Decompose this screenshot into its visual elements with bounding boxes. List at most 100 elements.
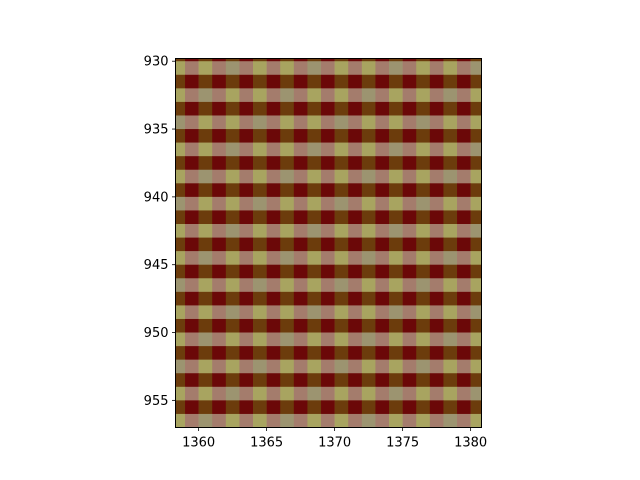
heatmap-cell — [429, 58, 444, 62]
heatmap-cell — [212, 169, 227, 184]
heatmap-cell — [429, 278, 444, 293]
heatmap-cell — [198, 305, 213, 320]
heatmap-cell — [198, 88, 213, 103]
heatmap-cell — [402, 224, 417, 238]
heatmap-cell — [470, 278, 482, 293]
heatmap-cell — [185, 332, 199, 347]
heatmap-cell — [334, 169, 349, 184]
heatmap-cell — [253, 115, 267, 130]
heatmap-cell — [416, 156, 431, 171]
heatmap-cell — [307, 115, 322, 130]
heatmap-cell — [348, 413, 363, 428]
heatmap-cell — [361, 264, 376, 279]
heatmap-cell — [225, 142, 240, 157]
heatmap-cell — [416, 74, 431, 89]
heatmap-cell — [225, 115, 240, 130]
heatmap-cell — [375, 332, 390, 347]
heatmap-cell — [225, 386, 240, 401]
heatmap-cell — [239, 129, 254, 143]
heatmap-cell — [198, 58, 213, 62]
heatmap-cell — [457, 318, 471, 333]
heatmap-cell — [443, 61, 458, 76]
heatmap-cell — [225, 373, 240, 388]
heatmap-cell — [253, 142, 267, 157]
heatmap-cell — [185, 373, 199, 388]
heatmap-cell — [334, 278, 349, 293]
heatmap-cell — [253, 61, 267, 76]
heatmap-cell — [307, 183, 322, 198]
heatmap-cell — [334, 156, 349, 171]
heatmap-cell — [253, 291, 267, 306]
heatmap-cell — [225, 156, 240, 171]
heatmap-cell — [175, 61, 186, 76]
heatmap-cell — [266, 183, 281, 198]
heatmap-cell — [225, 210, 240, 225]
heatmap-cell — [321, 359, 335, 374]
heatmap-cell — [198, 318, 213, 333]
heatmap-cell — [334, 58, 349, 62]
heatmap-cell — [280, 115, 295, 130]
heatmap-cell — [389, 305, 403, 320]
heatmap-cell — [253, 74, 267, 89]
heatmap-cell — [239, 291, 254, 306]
heatmap-cell — [457, 74, 471, 89]
heatmap-cell — [389, 332, 403, 347]
heatmap-cell — [443, 58, 458, 62]
y-tick-label: 945 — [144, 258, 169, 273]
heatmap-cell — [239, 61, 254, 76]
heatmap-cell — [321, 291, 335, 306]
heatmap-cell — [175, 237, 186, 252]
heatmap-cell — [361, 142, 376, 157]
heatmap-cell — [375, 400, 390, 415]
heatmap-cell — [280, 156, 295, 171]
heatmap-cell — [253, 359, 267, 374]
heatmap-cell — [470, 386, 482, 401]
heatmap-cell — [443, 196, 458, 211]
heatmap-cell — [334, 88, 349, 103]
heatmap-cell — [321, 264, 335, 279]
y-tick-label: 955 — [144, 394, 169, 409]
heatmap-cell — [443, 318, 458, 333]
heatmap-cell — [348, 291, 363, 306]
heatmap-cell — [185, 278, 199, 293]
heatmap-cell — [389, 129, 403, 143]
heatmap-cell — [307, 359, 322, 374]
heatmap-cell — [307, 142, 322, 157]
heatmap-cell — [198, 115, 213, 130]
x-tick-label: 1375 — [386, 436, 419, 451]
heatmap-cell — [402, 373, 417, 388]
heatmap-cell — [280, 278, 295, 293]
heatmap-cell — [321, 400, 335, 415]
heatmap-cell — [348, 101, 363, 116]
heatmap-cell — [429, 183, 444, 198]
heatmap-cell — [429, 196, 444, 211]
heatmap-cell — [361, 169, 376, 184]
heatmap-cell — [470, 196, 482, 211]
heatmap-cell — [361, 278, 376, 293]
heatmap-cell — [212, 74, 227, 89]
heatmap-cell — [307, 210, 322, 225]
heatmap-cell — [457, 373, 471, 388]
heatmap-cell — [321, 224, 335, 238]
heatmap-cell — [212, 183, 227, 198]
heatmap-cell — [239, 58, 254, 62]
heatmap-cell — [416, 58, 431, 62]
heatmap-cell — [429, 129, 444, 143]
heatmap-cell — [470, 169, 482, 184]
heatmap-cell — [185, 142, 199, 157]
heatmap-cell — [175, 264, 186, 279]
heatmap-cell — [321, 74, 335, 89]
heatmap-cell — [198, 101, 213, 116]
heatmap-cell — [225, 278, 240, 293]
heatmap-cell — [185, 61, 199, 76]
heatmap-cell — [185, 237, 199, 252]
heatmap-cell — [334, 332, 349, 347]
heatmap-cell — [375, 129, 390, 143]
heatmap-cell — [307, 291, 322, 306]
heatmap-cell — [470, 291, 482, 306]
heatmap-cell — [348, 210, 363, 225]
heatmap-cell — [239, 346, 254, 360]
heatmap-cell — [253, 129, 267, 143]
heatmap-cell — [253, 400, 267, 415]
heatmap-cell — [266, 400, 281, 415]
